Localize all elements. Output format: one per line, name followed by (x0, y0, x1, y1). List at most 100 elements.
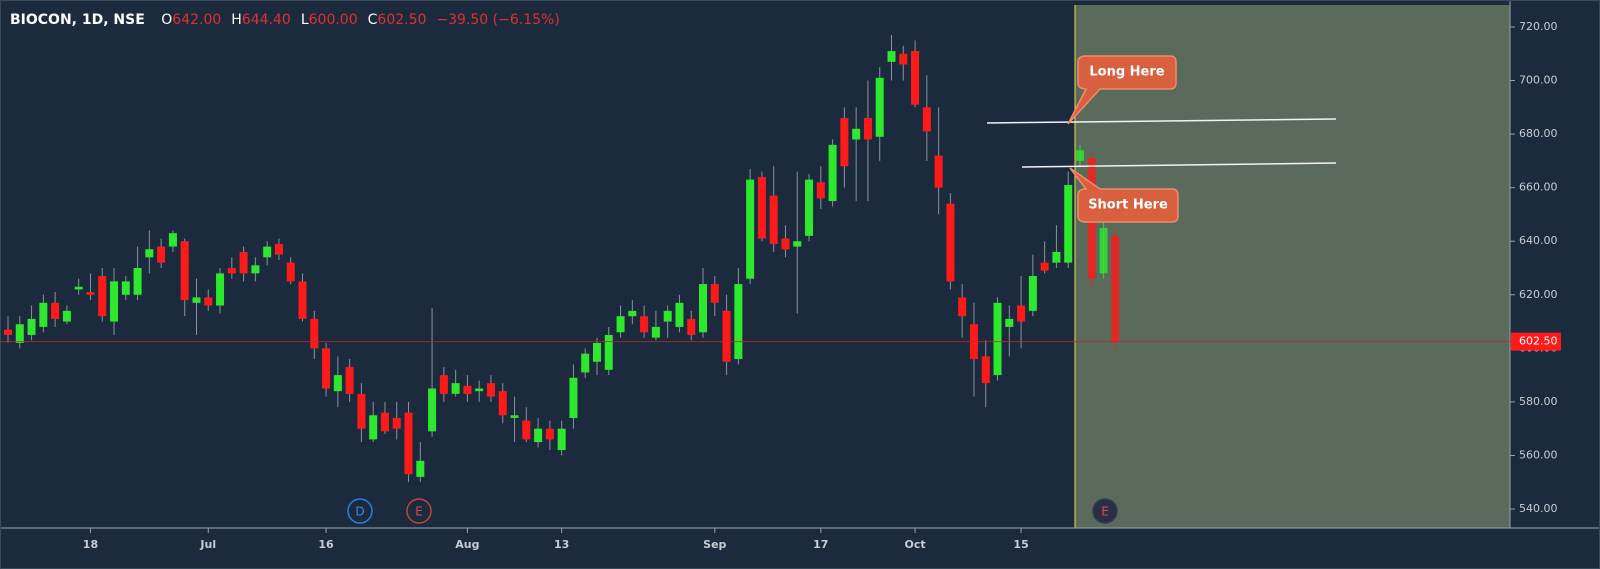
event-marker[interactable]: D (347, 498, 373, 524)
candle-body (604, 334, 613, 370)
candle-body (534, 428, 543, 443)
candle-body (157, 246, 166, 263)
candle-body (27, 318, 36, 335)
highlight-zone (1075, 5, 1510, 528)
x-tick-label: 16 (318, 538, 334, 551)
candle-body (1028, 276, 1037, 311)
candle-body (781, 238, 790, 250)
price-label: 602.50 (1519, 335, 1558, 348)
y-tick-label: 700.00 (1519, 74, 1558, 87)
x-tick-label: 18 (83, 538, 98, 551)
candle-body (816, 182, 825, 199)
candle-body (498, 391, 507, 416)
candle-body (722, 310, 731, 362)
candle-body (522, 420, 531, 440)
candle-body (227, 268, 236, 274)
callout-box (1069, 167, 1179, 223)
candle-body (675, 302, 684, 327)
candle-body (369, 415, 378, 440)
event-circle[interactable] (406, 498, 432, 524)
candle-body (168, 233, 177, 247)
candle-body (510, 415, 519, 418)
candle-body (357, 393, 366, 429)
legend-key: H (231, 12, 242, 28)
x-tick-label: Jul (199, 538, 216, 551)
event-circle[interactable] (347, 498, 373, 524)
candle-body (1017, 305, 1026, 322)
candle-body (981, 356, 990, 384)
candle-body (699, 284, 708, 333)
event-marker[interactable]: E (1092, 498, 1118, 524)
candle-body (593, 342, 601, 362)
legend-key: C (368, 12, 378, 28)
candle-body (180, 241, 189, 301)
candle-body (710, 284, 719, 303)
candle-body (663, 310, 672, 322)
candle-body (687, 318, 696, 335)
legend-key: L (301, 12, 309, 28)
candle-body (216, 273, 225, 306)
candle-body (581, 353, 590, 373)
candle-body (392, 417, 401, 429)
candle-body (757, 176, 766, 239)
x-tick-label: Aug (455, 538, 479, 551)
candle-body (840, 118, 849, 167)
candle-body (746, 179, 755, 279)
event-circle[interactable] (1092, 498, 1118, 524)
event-label[interactable]: E (1101, 505, 1109, 519)
candle-body (380, 412, 389, 432)
candle-body (887, 51, 896, 62)
candle-body (463, 385, 472, 394)
candle-body (734, 284, 743, 360)
candle-body (1075, 150, 1084, 161)
x-tick-label: 17 (813, 538, 828, 551)
y-tick-label: 720.00 (1519, 20, 1558, 33)
candle-body (899, 53, 908, 65)
candle-body (310, 318, 319, 349)
x-tick-label: 15 (1013, 538, 1028, 551)
candle-body (4, 329, 12, 335)
candle-body (1111, 235, 1120, 342)
header: BIOCON, 1D, NSE O642.00 H644.40 L600.00 C60… (10, 12, 560, 28)
candle-body (1040, 262, 1049, 271)
trend-line (1021, 162, 1337, 168)
event-label[interactable]: E (415, 505, 423, 519)
candle-body (769, 195, 778, 244)
candle-body (805, 179, 814, 236)
candle-body (239, 251, 248, 274)
candle-body (1064, 184, 1073, 263)
event-label[interactable]: D (355, 505, 364, 519)
event-marker[interactable]: E (406, 498, 432, 524)
candle-body (911, 51, 920, 105)
legend-value: 642.00 (172, 12, 221, 28)
candle-body (263, 246, 272, 258)
candle-body (298, 281, 307, 319)
candle-body (793, 241, 802, 247)
candle-body (74, 286, 83, 290)
y-tick-label: 660.00 (1519, 181, 1558, 194)
y-tick-label: 540.00 (1519, 502, 1558, 515)
symbol: BIOCON, 1D, NSE (10, 12, 145, 28)
x-tick-label: 13 (554, 538, 569, 551)
candle-body (133, 268, 142, 295)
candle-body (640, 316, 649, 333)
candle-body (475, 388, 484, 392)
callout: Long Here (1067, 55, 1177, 125)
callout-text: Long Here (1089, 65, 1164, 80)
y-tick-label: 680.00 (1519, 127, 1558, 140)
candle-body (486, 383, 495, 397)
candle-body (958, 297, 967, 317)
candle-body (651, 326, 660, 338)
x-tick-label: Sep (703, 538, 726, 551)
candle-body (333, 375, 342, 392)
y-tick-label: 560.00 (1519, 448, 1558, 461)
candle-body (828, 144, 837, 202)
change: −39.50 (−6.15%) (436, 12, 559, 28)
candle-body (62, 310, 71, 322)
candle-body (286, 262, 295, 282)
candle-body (852, 128, 861, 140)
legend-value: 602.50 (377, 12, 426, 28)
price-tag (1511, 332, 1561, 351)
candle-body (145, 249, 154, 258)
